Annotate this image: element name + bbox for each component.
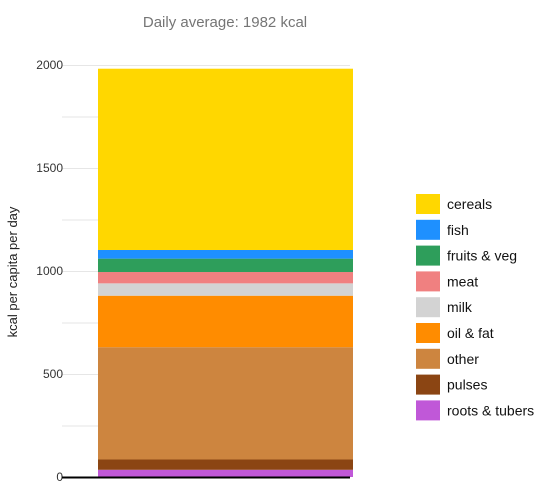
y-axis-title: kcal per capita per day	[5, 206, 20, 337]
legend: cereals fish fruits & veg meat milk oil & fat…	[416, 194, 534, 420]
legend-label: fish	[447, 222, 469, 238]
legend-label: oil & fat	[447, 325, 494, 341]
legend-swatch	[416, 271, 440, 291]
bar-segment-meat	[98, 272, 353, 283]
bar-segment-oil-fat	[98, 296, 353, 348]
legend-swatch	[416, 297, 440, 317]
legend-label: milk	[447, 299, 473, 315]
legend-label: fruits & veg	[447, 248, 517, 264]
legend-swatch	[416, 375, 440, 395]
bar-segment-cereals	[98, 69, 353, 250]
bar-segment-roots-tubers	[98, 470, 353, 477]
y-tick-label: 500	[43, 367, 63, 381]
bar-segment-milk	[98, 283, 353, 295]
y-tick-label: 2000	[36, 58, 63, 72]
legend-label: meat	[447, 273, 478, 289]
y-axis-ticks: 0 500 1000 1500 2000	[36, 58, 63, 481]
y-tick-label: 1000	[36, 264, 63, 278]
legend-swatch	[416, 400, 440, 420]
bar-segment-other	[98, 347, 353, 459]
y-tick-label: 1500	[36, 161, 63, 175]
y-tick-label: 0	[56, 470, 63, 481]
bar-segment-fish	[98, 250, 353, 259]
chart-subtitle: Daily average: 1982 kcal	[143, 14, 307, 31]
stacked-bar	[98, 69, 353, 477]
bar-segment-fruits-veg	[98, 259, 353, 272]
bar-segment-pulses	[98, 459, 353, 469]
legend-label: cereals	[447, 196, 492, 212]
legend-label: roots & tubers	[447, 402, 534, 418]
legend-swatch	[416, 323, 440, 343]
legend-swatch	[416, 194, 440, 214]
legend-swatch	[416, 349, 440, 369]
legend-swatch	[416, 220, 440, 240]
legend-swatch	[416, 246, 440, 266]
legend-label: pulses	[447, 377, 487, 393]
legend-label: other	[447, 351, 479, 367]
